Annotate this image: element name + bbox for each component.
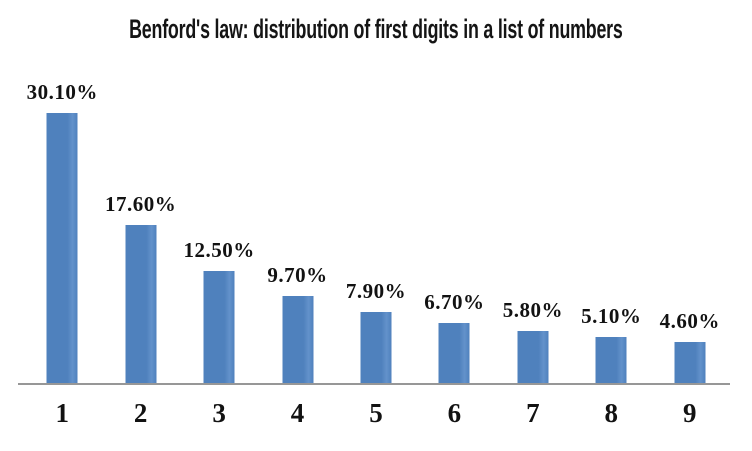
bar (203, 271, 235, 383)
bar-column: 9.70% (258, 85, 336, 383)
bar-column: 4.60% (651, 85, 729, 383)
bar-column: 5.80% (494, 85, 572, 383)
bar-data-label: 17.60% (105, 192, 177, 216)
bar-data-label: 12.50% (183, 238, 255, 262)
bar-data-label: 9.70% (267, 263, 328, 287)
x-tick-label: 9 (682, 398, 697, 428)
bar (517, 331, 549, 383)
bar (595, 337, 627, 383)
bar-data-label: 30.10% (26, 80, 98, 104)
bar (125, 225, 157, 383)
x-tick-label: 3 (212, 398, 226, 428)
bar-data-label: 5.10% (581, 304, 642, 328)
x-tick-label: 2 (133, 398, 148, 428)
bar (282, 296, 314, 383)
x-tick-label: 1 (55, 398, 69, 428)
bar (46, 113, 78, 383)
bar-column: 17.60% (101, 85, 179, 383)
bar (674, 342, 706, 383)
bar-column: 30.10% (23, 80, 101, 383)
x-tick-label: 5 (369, 398, 383, 428)
chart-title-text: Benford's law: distribution of first dig… (129, 14, 623, 44)
x-tick-label: 6 (447, 398, 462, 428)
plot-area: 30.10% 17.60% 12.50% 9.70% 7.90% 6.70% 5.80% 5.… (23, 80, 729, 383)
bar (438, 323, 470, 383)
bar-data-label: 6.70% (424, 290, 485, 314)
x-tick-label: 4 (290, 398, 305, 428)
bar-data-label: 7.90% (345, 279, 407, 303)
x-axis-tick-labels: 1 2 3 4 5 6 7 8 9 (23, 398, 729, 428)
bar-data-label: 4.60% (659, 309, 720, 333)
x-tick-label: 7 (526, 398, 540, 428)
bar-column: 7.90% (337, 85, 415, 383)
chart-title: Benford's law: distribution of first dig… (0, 13, 752, 45)
bar-column: 6.70% (415, 85, 493, 383)
x-tick-label: 8 (604, 398, 619, 428)
bar-column: 5.10% (572, 85, 650, 383)
bar (360, 312, 392, 383)
bar-data-label: 5.80% (502, 298, 563, 322)
bar-column: 12.50% (180, 85, 258, 383)
x-axis-line (18, 383, 730, 385)
